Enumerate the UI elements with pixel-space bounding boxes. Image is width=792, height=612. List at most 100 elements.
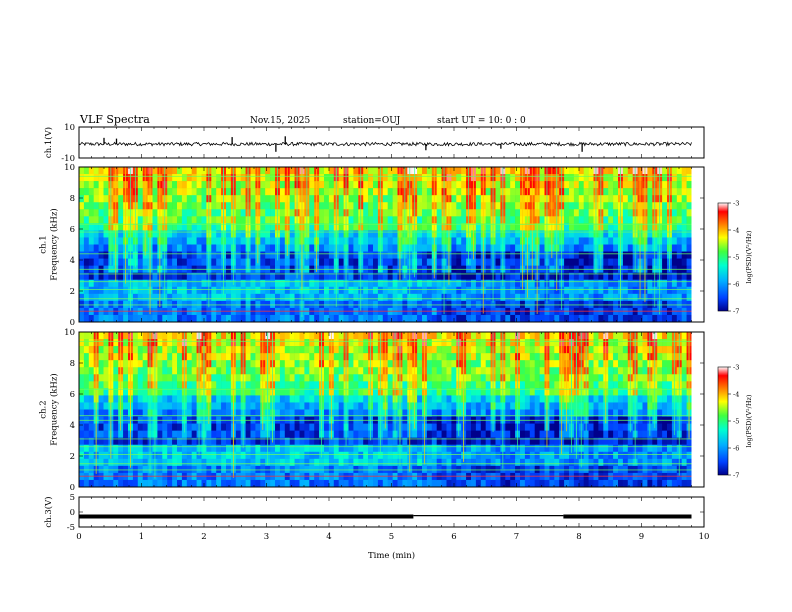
spectrogram-cell [627,223,633,231]
spectrogram-cell [137,258,143,266]
spectrogram-cell [142,444,148,453]
spectrogram-cell [265,272,271,281]
spectrogram-cell [196,244,202,252]
spectrogram-cell [436,314,442,323]
spectrogram-cell [177,272,183,281]
spectrogram-cell [83,195,90,203]
spectrogram-cell [363,202,369,210]
spectrogram-cell [377,272,384,281]
spectrogram-cell [422,286,428,295]
spectrogram-cell [613,251,619,259]
spectrogram-cell [216,188,222,196]
spectrogram-cell [172,374,178,382]
spectrogram-cell [279,423,286,431]
spectrogram-cell [441,430,447,438]
spectrogram-cell [451,286,457,295]
spectrogram-cell [495,367,501,375]
spectrogram-cell [103,353,109,361]
spectrogram-cell [333,430,339,438]
spectrogram-cell [373,188,379,196]
spectrogram-cell [294,423,300,431]
spectrogram-cell [309,230,315,238]
spectrogram-cell [181,314,188,323]
spectrogram-cell [622,195,629,203]
spectrogram-cell [466,388,472,396]
spectrogram-cell [539,230,545,238]
spectrogram-cell [603,174,609,182]
spectrogram-cell [505,244,511,252]
spectrogram-cell [622,258,629,266]
spectrogram-cell [632,272,638,281]
spectrogram-cell [456,244,462,252]
spectrogram-cell [363,272,369,281]
spectrogram-cell [324,458,330,467]
spectrogram-cell [466,437,472,446]
spectrogram-cell [240,244,246,252]
spectrogram-cell [588,209,594,217]
spectrogram-cell [162,360,168,368]
spectrogram-cell [505,181,511,189]
spectrogram-cell [348,332,354,340]
spectrogram-cell [240,237,246,245]
p2-tick-label: 8 [70,194,75,204]
spectrogram-cell [235,360,241,368]
spectrogram-cell [172,339,178,347]
spectrogram-cell [172,167,178,175]
spectrogram-cell [245,409,251,417]
spectrogram-cell [88,181,94,189]
spectrogram-cell [564,181,570,189]
spectrogram-cell [348,353,354,361]
spectrogram-cell [569,202,575,210]
spectrogram-cell [539,279,545,288]
spectrogram-cell [613,293,619,302]
spectrogram-cell [348,195,354,203]
spectrogram-cell [226,458,232,467]
spectrogram-cell [103,258,109,266]
spectrogram-cell [186,174,192,182]
spectrogram-cell [235,451,241,460]
spectrogram-cell [157,451,163,460]
spectrogram-cell [353,346,359,354]
spectrogram-cell [103,332,109,340]
spectrogram-cell [191,437,197,446]
spectrogram-cell [191,360,197,368]
spectrogram-cell [578,230,584,238]
spectrogram-cell [422,237,428,245]
spectrogram-cell [451,195,457,203]
spectrogram-cell [368,216,374,224]
spectrogram-cell [181,181,188,189]
spectrogram-cell [108,279,114,288]
spectrogram-cell [328,209,335,217]
p2-tick-label: 4 [70,256,75,266]
spectrogram-cell [137,216,143,224]
spectrogram-cell [461,202,467,210]
spectrogram-cell [88,332,94,340]
spectrogram-cell [451,223,457,231]
spectrogram-cell [681,258,687,266]
spectrogram-cell [79,479,85,488]
spectrogram-cell [593,293,599,302]
spectrogram-cell [671,251,678,259]
spectrogram-cell [510,272,516,281]
spectrogram-cell [177,458,183,467]
spectrogram-cell [221,367,227,375]
spectrogram-cell [270,216,276,224]
spectrogram-cell [358,346,364,354]
spectrogram-cell [348,444,354,453]
spectrogram-cell [422,216,428,224]
spectrogram-cell [201,237,207,245]
spectrogram-cell [255,388,261,396]
spectrogram-cell [583,230,589,238]
spectrogram-cell [686,293,692,302]
spectrogram-cell [83,167,90,175]
spectrogram-cell [83,395,90,403]
spectrogram-cell [431,402,437,410]
spectrogram-cell [181,230,188,238]
spectrogram-cell [671,314,678,323]
spectrogram-cell [191,314,197,323]
spectrogram-cell [373,381,379,389]
spectrogram-cell [466,458,472,467]
spectrogram-cell [622,244,629,252]
spectrogram-cell [662,230,668,238]
spectrogram-cell [426,195,433,203]
